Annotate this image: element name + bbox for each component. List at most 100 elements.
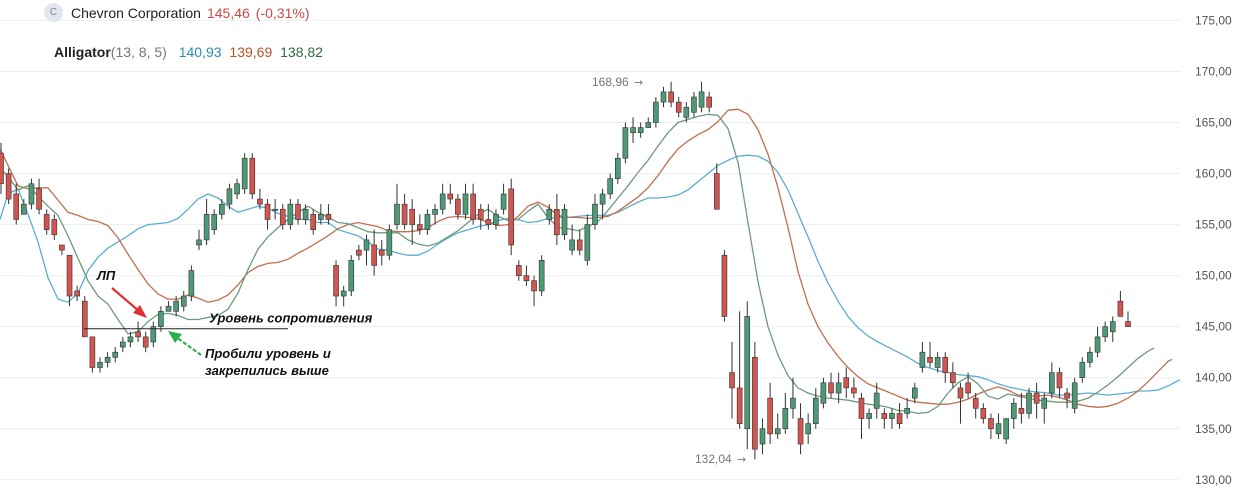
candle[interactable] [1033,382,1040,419]
candle[interactable] [721,250,728,322]
candle[interactable] [1125,311,1131,327]
candle[interactable] [630,117,636,143]
candle[interactable] [1026,387,1032,419]
candle[interactable] [592,193,598,230]
candle[interactable] [287,199,294,230]
candle[interactable] [858,393,865,439]
candle[interactable] [538,255,545,297]
candle[interactable] [561,204,568,240]
candle[interactable] [180,290,187,312]
candle[interactable] [919,341,926,373]
candle[interactable] [264,199,271,230]
candle[interactable] [455,193,461,220]
candle[interactable] [1010,398,1017,429]
candle[interactable] [112,347,119,363]
candle[interactable] [782,393,789,434]
candle[interactable] [615,153,621,184]
candle[interactable] [729,341,735,419]
candle[interactable] [120,336,126,353]
candle[interactable] [736,311,743,429]
candle[interactable] [394,183,400,230]
candle[interactable] [104,352,111,368]
candle[interactable] [59,244,65,256]
ticker-name[interactable]: Chevron Corporation [71,4,201,21]
candle[interactable] [752,341,758,460]
candle[interactable] [13,183,20,225]
candle[interactable] [432,204,438,225]
candle[interactable] [363,234,370,266]
candle[interactable] [447,183,454,205]
candle[interactable] [508,178,514,256]
candle[interactable] [904,398,910,419]
candle[interactable] [546,204,553,225]
candle[interactable] [257,188,263,210]
candle[interactable] [576,229,583,256]
candle[interactable] [896,403,903,429]
candle[interactable] [1109,316,1116,342]
candle[interactable] [74,285,80,302]
candle[interactable] [219,199,225,220]
candle[interactable] [972,393,979,419]
candle[interactable] [889,408,895,429]
candle[interactable] [675,96,682,118]
candle[interactable] [302,204,309,225]
candle[interactable] [988,413,994,439]
candle[interactable] [835,372,842,404]
candle[interactable] [401,193,408,230]
candle[interactable] [599,188,606,220]
candle[interactable] [698,81,705,113]
candle[interactable] [1079,357,1086,383]
candle[interactable] [881,408,888,429]
candle[interactable] [980,403,987,424]
candle[interactable] [744,301,751,450]
candle[interactable] [81,296,88,338]
candle[interactable] [873,382,880,419]
candle[interactable] [150,321,157,348]
candle[interactable] [295,199,301,225]
candle[interactable] [348,255,355,297]
candle[interactable] [249,153,256,200]
candle[interactable] [1117,290,1124,317]
candle[interactable] [378,239,385,266]
candle[interactable] [485,204,492,230]
candle[interactable] [911,382,918,404]
candle[interactable] [797,403,804,455]
candle[interactable] [607,173,613,200]
candle[interactable] [439,183,446,215]
candle[interactable] [851,377,857,399]
candle[interactable] [683,102,690,123]
candle[interactable] [279,204,286,230]
candle[interactable] [234,178,240,200]
candle[interactable] [165,301,172,312]
candle[interactable] [965,372,971,399]
candle[interactable] [173,296,179,317]
candle[interactable] [470,183,476,225]
candle[interactable] [828,372,834,399]
candle[interactable] [21,199,27,215]
candle[interactable] [805,413,811,445]
candle[interactable] [493,209,499,230]
candle[interactable] [622,122,629,164]
candle[interactable] [127,331,134,348]
candle[interactable] [211,209,218,235]
candle[interactable] [0,142,4,194]
candle[interactable] [188,265,195,302]
candle[interactable] [531,275,537,307]
candle[interactable] [158,306,164,332]
candle[interactable] [767,382,773,445]
candle[interactable] [28,178,35,210]
candle[interactable] [691,91,697,118]
candle[interactable] [706,91,712,113]
candle[interactable] [653,96,659,128]
candle[interactable] [927,341,933,368]
candle[interactable] [843,367,850,399]
indicator-legend[interactable]: Alligator(13, 8, 5) 140,93 139,69 138,82 [54,44,323,60]
candle[interactable] [637,122,644,138]
candle[interactable] [500,183,507,215]
candle[interactable] [272,199,278,220]
candle[interactable] [713,163,720,210]
candle[interactable] [523,265,530,286]
price-axis[interactable]: 175,00 170,00 165,00 160,00 155,00 150,00 145,… [1195,13,1232,486]
candle[interactable] [462,183,469,220]
candle[interactable] [1003,418,1009,445]
